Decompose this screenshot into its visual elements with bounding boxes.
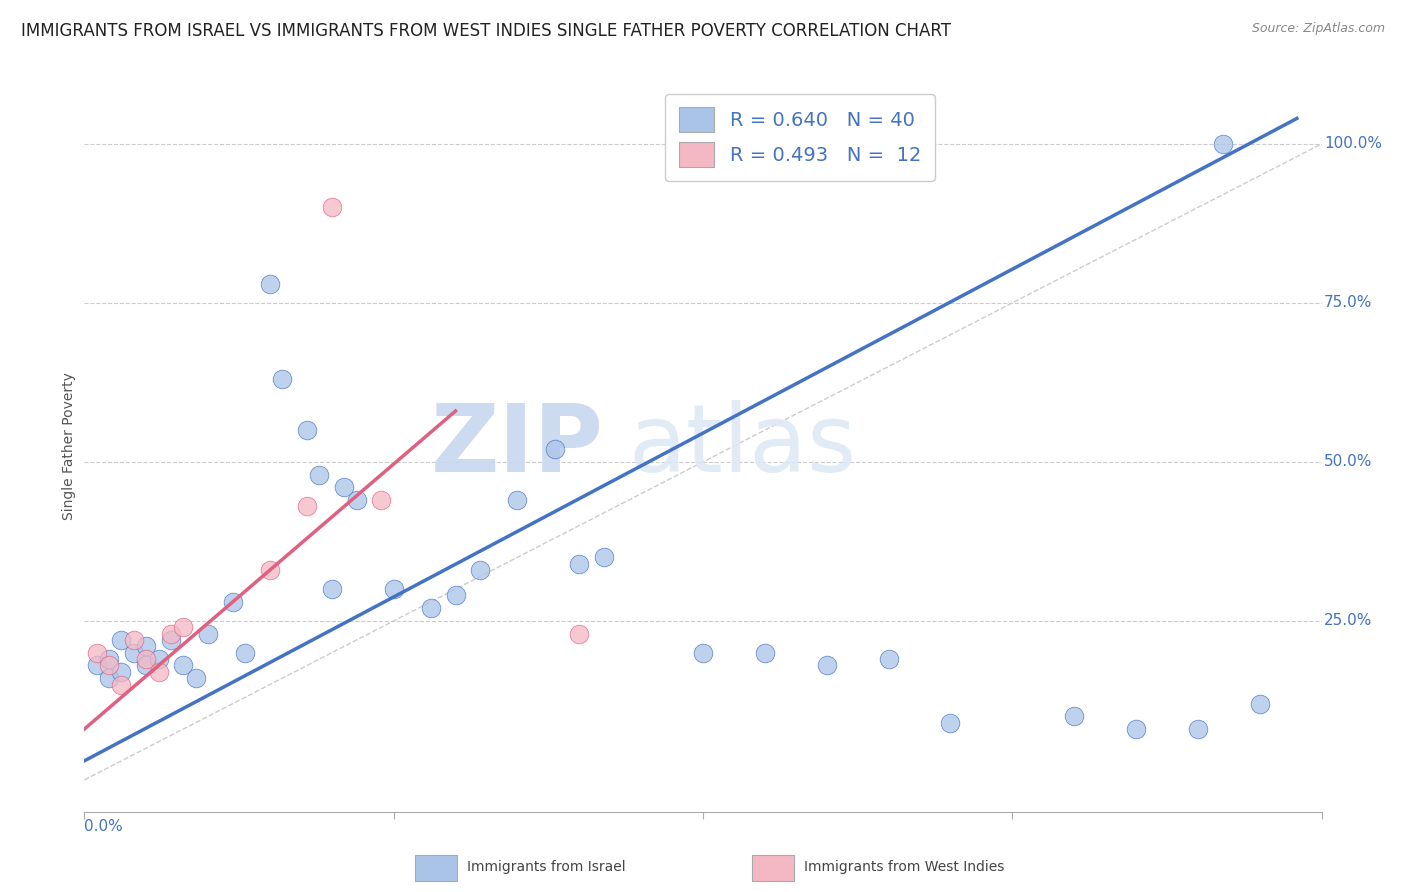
- Point: [98, 671, 121, 685]
- Point: [259, 277, 281, 291]
- Text: 25.0%: 25.0%: [1324, 614, 1372, 628]
- Point: [98, 658, 121, 673]
- Point: [543, 442, 565, 457]
- Point: [222, 595, 245, 609]
- Point: [135, 640, 157, 654]
- Point: [1212, 136, 1234, 151]
- Point: [233, 646, 256, 660]
- Point: [271, 372, 294, 386]
- Point: [135, 652, 157, 666]
- Y-axis label: Single Father Poverty: Single Father Poverty: [62, 372, 76, 520]
- Point: [1187, 722, 1209, 736]
- Point: [160, 632, 183, 647]
- Text: ZIP: ZIP: [432, 400, 605, 492]
- Point: [1249, 697, 1271, 711]
- Point: [86, 646, 108, 660]
- Point: [1063, 709, 1085, 723]
- Text: Immigrants from West Indies: Immigrants from West Indies: [804, 860, 1005, 874]
- Point: [135, 658, 157, 673]
- Point: [692, 646, 714, 660]
- Point: [939, 715, 962, 730]
- Point: [308, 467, 330, 482]
- Text: IMMIGRANTS FROM ISRAEL VS IMMIGRANTS FROM WEST INDIES SINGLE FATHER POVERTY CORR: IMMIGRANTS FROM ISRAEL VS IMMIGRANTS FRO…: [21, 22, 950, 40]
- Point: [148, 652, 170, 666]
- Text: Immigrants from Israel: Immigrants from Israel: [467, 860, 626, 874]
- Legend: R = 0.640   N = 40, R = 0.493   N =  12: R = 0.640 N = 40, R = 0.493 N = 12: [665, 94, 935, 180]
- Point: [877, 652, 900, 666]
- Point: [568, 557, 591, 571]
- Text: 75.0%: 75.0%: [1324, 295, 1372, 310]
- Point: [321, 582, 343, 596]
- Point: [184, 671, 207, 685]
- Text: Source: ZipAtlas.com: Source: ZipAtlas.com: [1251, 22, 1385, 36]
- Text: 100.0%: 100.0%: [1324, 136, 1382, 152]
- Point: [98, 652, 121, 666]
- Point: [593, 550, 616, 565]
- Point: [568, 626, 591, 640]
- Point: [382, 582, 405, 596]
- Point: [419, 601, 441, 615]
- Point: [815, 658, 838, 673]
- Point: [148, 665, 170, 679]
- Point: [321, 201, 343, 215]
- Point: [86, 658, 108, 673]
- Point: [444, 589, 467, 603]
- Point: [370, 493, 392, 508]
- Point: [160, 626, 183, 640]
- Point: [110, 665, 132, 679]
- Point: [506, 493, 529, 508]
- Point: [754, 646, 776, 660]
- Point: [122, 646, 145, 660]
- Point: [346, 493, 368, 508]
- Point: [333, 480, 356, 494]
- Point: [172, 620, 194, 634]
- Text: atlas: atlas: [628, 400, 858, 492]
- Point: [197, 626, 219, 640]
- Point: [295, 423, 318, 437]
- Point: [470, 563, 492, 577]
- Point: [110, 632, 132, 647]
- Point: [1125, 722, 1147, 736]
- Point: [122, 632, 145, 647]
- Point: [295, 500, 318, 514]
- Text: 0.0%: 0.0%: [84, 819, 124, 834]
- Text: 50.0%: 50.0%: [1324, 454, 1372, 469]
- Point: [259, 563, 281, 577]
- Point: [172, 658, 194, 673]
- Point: [110, 677, 132, 691]
